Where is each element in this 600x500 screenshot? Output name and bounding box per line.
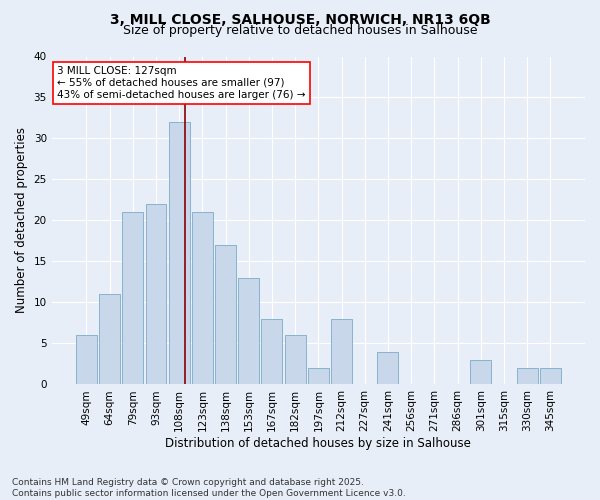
Bar: [377, 352, 398, 384]
Bar: [308, 368, 329, 384]
Bar: [470, 360, 491, 384]
Bar: [517, 368, 538, 384]
Text: Size of property relative to detached houses in Salhouse: Size of property relative to detached ho…: [123, 24, 477, 37]
Text: 3 MILL CLOSE: 127sqm
← 55% of detached houses are smaller (97)
43% of semi-detac: 3 MILL CLOSE: 127sqm ← 55% of detached h…: [57, 66, 305, 100]
Bar: [76, 336, 97, 384]
Bar: [262, 319, 283, 384]
Bar: [540, 368, 561, 384]
Text: Contains HM Land Registry data © Crown copyright and database right 2025.
Contai: Contains HM Land Registry data © Crown c…: [12, 478, 406, 498]
X-axis label: Distribution of detached houses by size in Salhouse: Distribution of detached houses by size …: [166, 437, 471, 450]
Y-axis label: Number of detached properties: Number of detached properties: [15, 128, 28, 314]
Bar: [284, 336, 305, 384]
Bar: [169, 122, 190, 384]
Bar: [146, 204, 166, 384]
Bar: [215, 245, 236, 384]
Bar: [122, 212, 143, 384]
Text: 3, MILL CLOSE, SALHOUSE, NORWICH, NR13 6QB: 3, MILL CLOSE, SALHOUSE, NORWICH, NR13 6…: [110, 12, 490, 26]
Bar: [99, 294, 120, 384]
Bar: [331, 319, 352, 384]
Bar: [238, 278, 259, 384]
Bar: [192, 212, 213, 384]
